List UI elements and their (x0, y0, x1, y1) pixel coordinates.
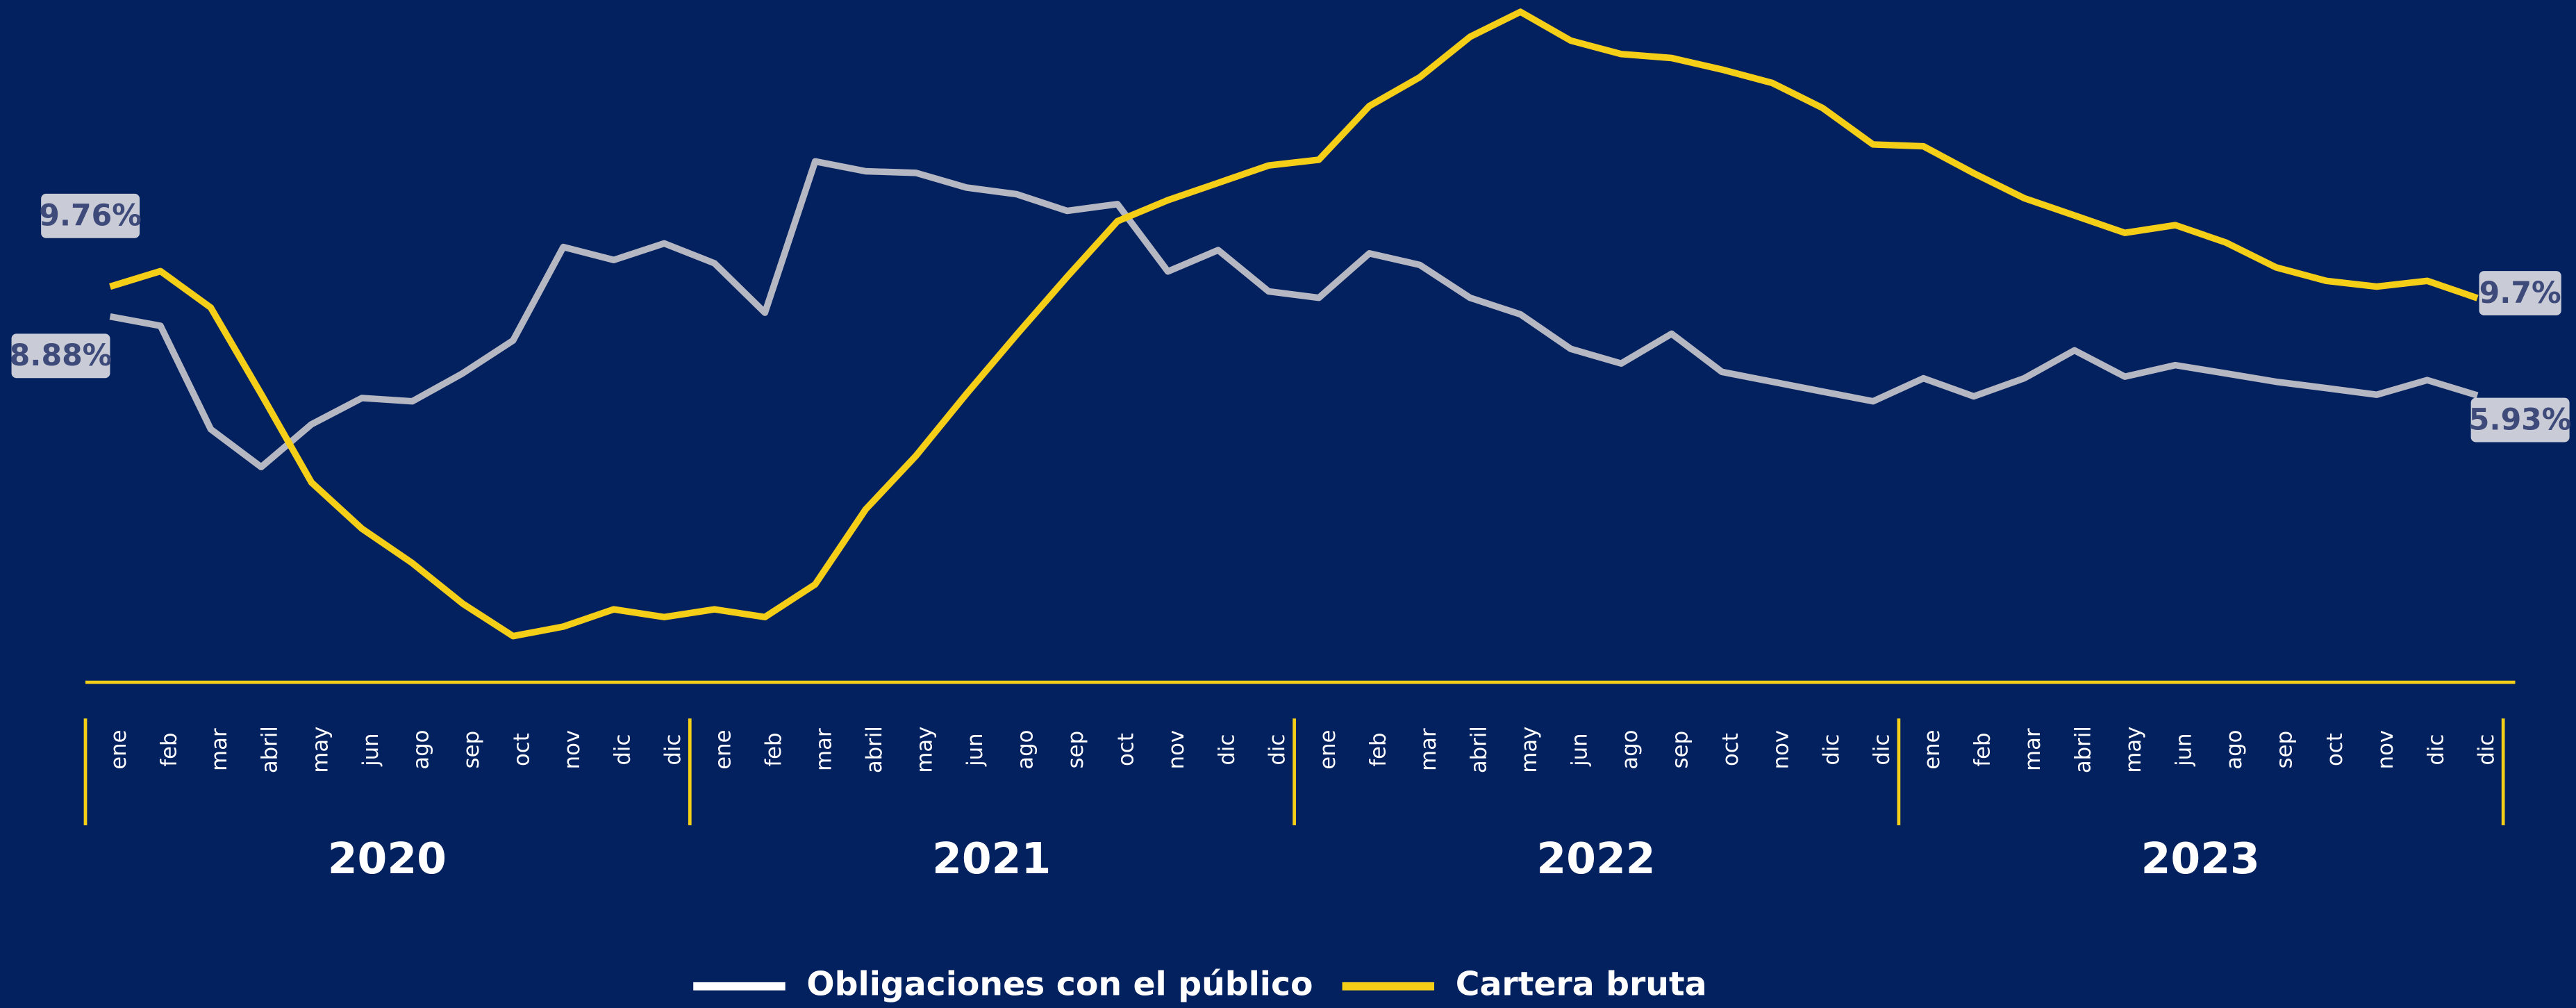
x-tick-label: dic (660, 734, 685, 766)
x-tick-label: ago (1013, 730, 1038, 770)
value-label: 9.7% (2479, 276, 2561, 311)
x-tick-label: jun (2172, 733, 2197, 767)
x-tick-label: ago (2222, 730, 2247, 770)
x-tick-label: nov (560, 730, 585, 770)
x-tick-label: mar (207, 728, 232, 771)
x-tick-label: feb (157, 732, 182, 766)
x-tick-label: dic (2423, 734, 2448, 766)
x-tick-label: oct (1718, 733, 1743, 766)
x-tick-label: oct (2322, 733, 2348, 766)
value-label: 5.93% (2469, 402, 2572, 437)
x-tick-label: abril (258, 726, 283, 773)
x-tick-label: dic (1870, 734, 1895, 766)
value-label-box (41, 193, 140, 238)
x-tick-label: nov (1164, 730, 1189, 770)
x-tick-label: abril (862, 726, 887, 773)
x-tick-label: may (2121, 727, 2146, 773)
x-tick-label: nov (1768, 730, 1793, 770)
value-label-box (2470, 397, 2570, 443)
x-tick-label: jun (1567, 733, 1592, 767)
x-tick-label: jun (963, 733, 988, 767)
x-tick-label: feb (761, 732, 786, 766)
x-tick-label: dic (2474, 734, 2499, 766)
value-label: 8.88% (10, 338, 113, 373)
x-tick-label: dic (610, 734, 635, 766)
x-tick-label: ene (711, 729, 736, 769)
x-tick-label: may (308, 727, 333, 773)
x-tick-label: feb (1970, 732, 1995, 766)
x-tick-label: oct (509, 733, 534, 766)
x-tick-label: ago (408, 730, 433, 770)
x-tick-label: abril (2071, 726, 2096, 773)
x-tick-label: jun (358, 733, 383, 767)
x-tick-label: dic (1215, 734, 1240, 766)
series-line (109, 158, 2479, 471)
x-tick-label: may (1517, 727, 1542, 773)
value-label-box (11, 333, 110, 379)
x-tick-label: sep (1063, 731, 1088, 768)
x-tick-label: ago (1618, 730, 1643, 770)
x-tick-label: sep (1668, 731, 1693, 768)
value-label: 9.76% (39, 199, 142, 233)
x-tick-label: ene (1920, 729, 1945, 769)
x-tick-label: nov (2373, 730, 2398, 770)
x-tick-label: mar (2020, 728, 2045, 771)
x-tick-label: may (913, 727, 938, 773)
x-tick-label: mar (812, 728, 837, 771)
year-label: 2022 (1536, 834, 1655, 884)
value-label-box (2479, 271, 2561, 315)
year-label: 2021 (932, 834, 1051, 884)
x-tick-label: dic (1265, 734, 1290, 766)
x-tick-label: sep (2272, 731, 2297, 768)
legend-label: Cartera bruta (1456, 966, 1707, 1004)
year-label: 2020 (328, 834, 447, 884)
x-tick-label: abril (1466, 726, 1491, 773)
year-label: 2023 (2141, 834, 2260, 884)
x-tick-label: feb (1365, 732, 1390, 766)
legend-label: Obligaciones con el público (806, 966, 1313, 1004)
x-tick-label: sep (459, 731, 484, 768)
x-tick-label: ene (1315, 729, 1340, 769)
series-line (109, 8, 2479, 640)
x-tick-label: ene (106, 729, 131, 769)
x-tick-label: mar (1416, 728, 1441, 771)
x-tick-label: dic (1819, 734, 1844, 766)
x-tick-label: oct (1114, 733, 1139, 766)
